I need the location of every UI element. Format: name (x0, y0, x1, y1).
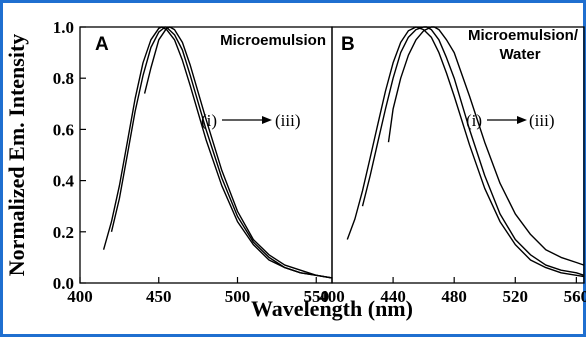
panel-a-y-tick-label: 1.0 (53, 18, 74, 37)
panel-a-y-tick-label: 0.8 (53, 69, 74, 88)
panel-a-annotation-end: (iii) (275, 111, 301, 130)
panel-b-x-tick-label: 480 (441, 287, 467, 306)
panel-b-x-tick-label: 560 (564, 287, 586, 306)
panel-b-letter: B (341, 34, 355, 55)
panel-b-x-ticks: 400 440 480 520 560 (319, 277, 586, 306)
panel-b-annotation-end: (iii) (529, 111, 555, 130)
panel-a-annotation-start: (i) (201, 111, 217, 130)
panel-b-x-tick-label: 400 (319, 287, 345, 306)
panel-a-plot-area (79, 26, 333, 284)
panel-a-series-2-line (110, 26, 333, 279)
panel-a-y-ticks: 0.0 0.2 0.4 0.6 0.8 1.0 (53, 18, 86, 293)
panel-b-series-1-line (346, 26, 585, 278)
panel-a-x-tick-label: 400 (67, 287, 93, 306)
panel-a-series-3-line (143, 26, 333, 279)
panel-a-letter: A (95, 34, 109, 55)
y-axis-label: Normalized Em. Intensity (4, 34, 29, 277)
panel-b: 400 440 480 520 560 B Microemulsion/ Water (… (319, 26, 586, 306)
panel-b-series-3-line (387, 26, 585, 266)
panel-b-title-line-1: Microemulsion/ (468, 27, 579, 44)
panel-a-x-tick-label: 450 (146, 287, 172, 306)
panel-a-series-1-line (102, 26, 333, 279)
panel-a: 400 450 500 550 0.0 0.2 0.4 0.6 0.8 1.0 A Microe… (53, 18, 333, 306)
panel-b-series-2-line (361, 26, 585, 276)
panel-a-x-tick-label: 500 (225, 287, 251, 306)
panel-a-y-tick-label: 0.4 (53, 172, 75, 191)
panel-a-x-ticks: 400 450 500 550 (67, 277, 329, 306)
panel-b-arrow-head-icon (517, 116, 527, 124)
panel-a-curves (102, 26, 333, 279)
panel-a-title: Microemulsion (220, 32, 326, 49)
panel-b-annotation-start: (i) (466, 111, 482, 130)
panel-b-x-tick-label: 440 (380, 287, 406, 306)
panel-a-y-tick-label: 0.2 (53, 223, 74, 242)
x-axis-label: Wavelength (nm) (251, 296, 413, 321)
panel-b-title-line-2: Water (499, 46, 540, 63)
panel-b-plot-area (331, 26, 585, 284)
panel-b-curves (346, 26, 585, 278)
panel-a-y-tick-label: 0.0 (53, 274, 74, 293)
panel-b-x-tick-label: 520 (503, 287, 529, 306)
panel-a-arrow-head-icon (262, 116, 272, 124)
panel-a-x-tick-label: 550 (304, 287, 330, 306)
panel-a-y-tick-label: 0.6 (53, 120, 74, 139)
